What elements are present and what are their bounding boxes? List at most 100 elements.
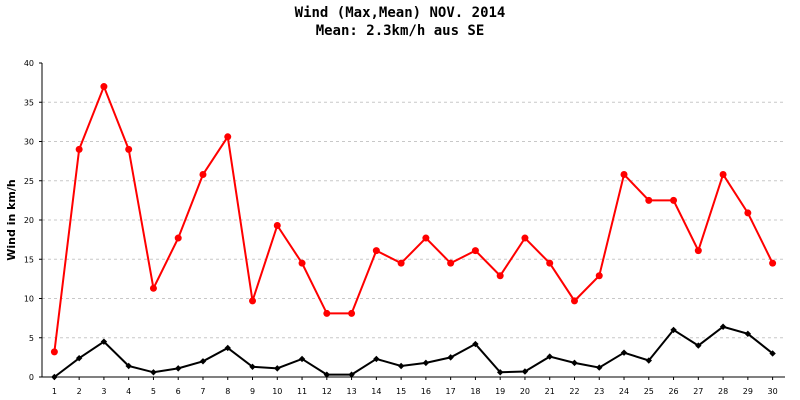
x-tick-label-23: 23 (594, 387, 604, 396)
y-tick-label-10: 10 (24, 295, 34, 304)
series-1-point (422, 359, 430, 367)
series-0-point (224, 133, 232, 141)
series-1-point (175, 365, 182, 372)
series-1-point (323, 371, 331, 378)
x-tick-label-17: 17 (446, 387, 456, 396)
series-1-point (472, 340, 479, 348)
series-0-point (620, 170, 628, 178)
x-tick-label-24: 24 (619, 387, 629, 396)
chart-subtitle: Mean: 2.3km/h aus SE (315, 23, 485, 39)
series-0-point (546, 259, 554, 267)
x-tick-label-14: 14 (371, 387, 381, 396)
x-tick-label-7: 7 (200, 387, 205, 396)
series-1-point (298, 355, 306, 363)
y-tick-label-5: 5 (29, 334, 34, 343)
y-tick-label-40: 40 (24, 59, 34, 68)
x-tick-label-16: 16 (421, 387, 431, 396)
x-tick-label-12: 12 (322, 387, 332, 396)
series-0-point (719, 170, 727, 178)
series-0-point (100, 83, 108, 91)
series-1-point (546, 353, 553, 360)
series-1-point (51, 373, 58, 381)
x-tick-label-5: 5 (151, 387, 156, 396)
x-tick-label-28: 28 (718, 387, 728, 396)
series-1-point (100, 338, 108, 345)
y-tick-label-25: 25 (24, 177, 34, 186)
series-0-point (199, 170, 207, 178)
series-0-point (372, 247, 380, 255)
x-tick-label-19: 19 (495, 387, 505, 396)
series-1-point (373, 355, 380, 363)
series-1-point (348, 371, 355, 378)
x-tick-label-11: 11 (297, 387, 307, 396)
series-0-point (447, 259, 455, 267)
series-0-point (595, 272, 603, 280)
series-0-point (174, 234, 182, 242)
series-0-point (298, 259, 306, 267)
x-tick-label-18: 18 (470, 387, 480, 396)
x-tick-label-30: 30 (768, 387, 778, 396)
x-tick-label-9: 9 (250, 387, 255, 396)
series-1-point (645, 357, 652, 364)
series-0-point (769, 259, 777, 267)
x-tick-label-21: 21 (545, 387, 555, 396)
series-1-point (496, 369, 504, 376)
series-0-point (323, 309, 331, 317)
x-tick-label-27: 27 (693, 387, 703, 396)
series-1-point (596, 364, 603, 371)
x-tick-label-1: 1 (52, 387, 57, 396)
series-1-point (521, 368, 529, 375)
grid-lines (42, 101, 785, 339)
series-0-point (273, 221, 281, 229)
series-1-point (150, 369, 157, 376)
series-1-line (53, 325, 774, 378)
series-1-point (447, 354, 454, 361)
series-1-point (670, 326, 677, 334)
x-tick-label-15: 15 (396, 387, 406, 396)
x-tick-label-13: 13 (346, 387, 356, 396)
y-axis-label: Wind in km/h (5, 179, 18, 261)
series-0-point (348, 309, 356, 317)
x-tick-labels: 1 2 3 4 5 6 7 8 9 10 11 12 13 14 15 16 17 18 19 20 21 22 23 24 2… (52, 387, 778, 396)
series-0-point (744, 209, 752, 217)
series-0-point (570, 297, 578, 305)
series-1-point (397, 362, 405, 370)
y-tick-label-20: 20 (24, 216, 34, 225)
series-0-point (149, 284, 157, 292)
chart-title: Wind (Max,Mean) NOV. 2014 (294, 5, 506, 21)
y-tick-labels: 0 5 10 15 20 25 30 35 40 (24, 59, 34, 382)
series-1-point (744, 330, 752, 338)
series-0-point (249, 297, 257, 305)
series-1-point (769, 350, 776, 357)
axes (39, 62, 785, 380)
series-0-point (694, 247, 702, 255)
x-tick-label-6: 6 (176, 387, 181, 396)
x-tick-label-2: 2 (77, 387, 82, 396)
series-0-point (397, 259, 405, 267)
series-0-point (471, 247, 479, 255)
x-tick-label-4: 4 (126, 387, 131, 396)
series-1-point (75, 354, 83, 362)
series-0-point (496, 272, 504, 280)
series-1-point (695, 342, 702, 349)
y-tick-label-30: 30 (24, 138, 34, 147)
series-0-point (645, 196, 653, 204)
x-tick-label-8: 8 (225, 387, 230, 396)
series-1-point (125, 362, 132, 370)
y-tick-label-35: 35 (24, 98, 34, 107)
x-tick-label-10: 10 (272, 387, 282, 396)
x-tick-label-20: 20 (520, 387, 530, 396)
series-1-point (249, 363, 256, 370)
y-tick-label-15: 15 (24, 255, 34, 264)
x-tick-label-3: 3 (101, 387, 106, 396)
series-0-point (125, 145, 133, 153)
x-tick-label-22: 22 (569, 387, 579, 396)
series-1-point (224, 344, 231, 352)
series-1-point (274, 365, 281, 372)
series-0-point (670, 196, 678, 204)
x-tick-label-25: 25 (644, 387, 654, 396)
x-tick-label-29: 29 (743, 387, 753, 396)
series-0-point (75, 145, 83, 153)
x-tick-label-26: 26 (668, 387, 678, 396)
